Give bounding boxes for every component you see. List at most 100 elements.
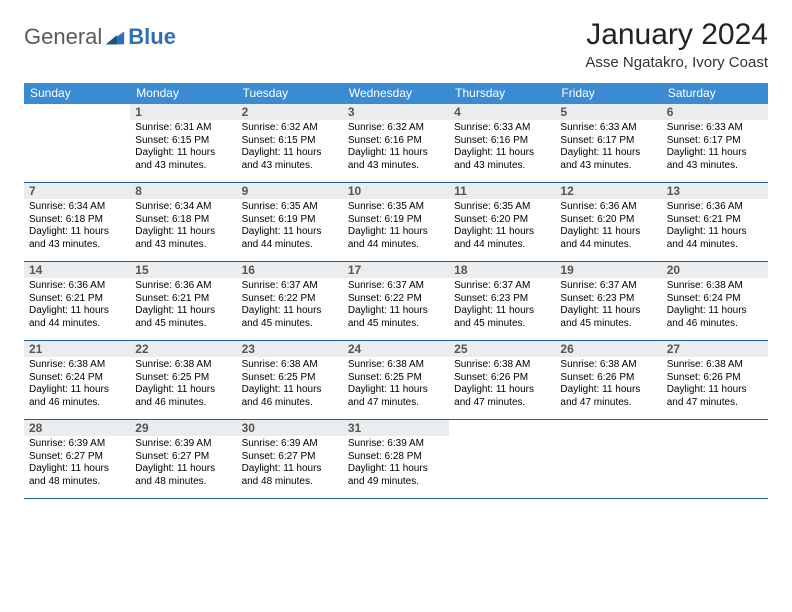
calendar-day: 17Sunrise: 6:37 AMSunset: 6:22 PMDayligh… xyxy=(343,262,449,340)
sunset-text: Sunset: 6:27 PM xyxy=(242,451,338,464)
sunrise-text: Sunrise: 6:39 AM xyxy=(242,438,338,451)
calendar-day: 28Sunrise: 6:39 AMSunset: 6:27 PMDayligh… xyxy=(24,420,130,498)
calendar-week: 21Sunrise: 6:38 AMSunset: 6:24 PMDayligh… xyxy=(24,341,768,420)
calendar-day: 10Sunrise: 6:35 AMSunset: 6:19 PMDayligh… xyxy=(343,183,449,261)
sunrise-text: Sunrise: 6:34 AM xyxy=(29,201,125,214)
sunrise-text: Sunrise: 6:33 AM xyxy=(667,122,763,135)
sunset-text: Sunset: 6:27 PM xyxy=(135,451,231,464)
daylight-text: Daylight: 11 hours and 44 minutes. xyxy=(242,226,338,251)
sunrise-text: Sunrise: 6:36 AM xyxy=(560,201,656,214)
calendar-day: 2Sunrise: 6:32 AMSunset: 6:15 PMDaylight… xyxy=(237,104,343,182)
day-details: Sunrise: 6:35 AMSunset: 6:19 PMDaylight:… xyxy=(348,201,444,251)
sunset-text: Sunset: 6:20 PM xyxy=(560,214,656,227)
calendar-day: 4Sunrise: 6:33 AMSunset: 6:16 PMDaylight… xyxy=(449,104,555,182)
sunset-text: Sunset: 6:24 PM xyxy=(667,293,763,306)
day-details: Sunrise: 6:36 AMSunset: 6:21 PMDaylight:… xyxy=(667,201,763,251)
brand-part1: General xyxy=(24,24,102,50)
day-number: 8 xyxy=(130,183,236,199)
dow-cell: Tuesday xyxy=(237,83,343,104)
day-details: Sunrise: 6:34 AMSunset: 6:18 PMDaylight:… xyxy=(29,201,125,251)
daylight-text: Daylight: 11 hours and 45 minutes. xyxy=(454,305,550,330)
day-details: Sunrise: 6:39 AMSunset: 6:27 PMDaylight:… xyxy=(242,438,338,488)
sunrise-text: Sunrise: 6:38 AM xyxy=(560,359,656,372)
sunset-text: Sunset: 6:15 PM xyxy=(242,135,338,148)
daylight-text: Daylight: 11 hours and 44 minutes. xyxy=(348,226,444,251)
day-number: 2 xyxy=(237,104,343,120)
day-number: 16 xyxy=(237,262,343,278)
sunset-text: Sunset: 6:22 PM xyxy=(348,293,444,306)
day-number: 6 xyxy=(662,104,768,120)
sunrise-text: Sunrise: 6:35 AM xyxy=(242,201,338,214)
sunrise-text: Sunrise: 6:38 AM xyxy=(242,359,338,372)
sunset-text: Sunset: 6:16 PM xyxy=(348,135,444,148)
day-number: 7 xyxy=(24,183,130,199)
sunset-text: Sunset: 6:26 PM xyxy=(560,372,656,385)
sunset-text: Sunset: 6:17 PM xyxy=(560,135,656,148)
day-details: Sunrise: 6:39 AMSunset: 6:27 PMDaylight:… xyxy=(29,438,125,488)
daylight-text: Daylight: 11 hours and 46 minutes. xyxy=(242,384,338,409)
day-number: 11 xyxy=(449,183,555,199)
calendar-week: 14 Sunrise: 6:36 AM Sunset: 6:21 PM Dayligh… xyxy=(24,262,768,341)
calendar-day: 12Sunrise: 6:36 AMSunset: 6:20 PMDayligh… xyxy=(555,183,661,261)
sunset-text: Sunset: 6:18 PM xyxy=(29,214,125,227)
sunrise-text: Sunrise: 6:37 AM xyxy=(348,280,444,293)
dow-cell: Monday xyxy=(130,83,236,104)
sunset-text: Sunset: 6:16 PM xyxy=(454,135,550,148)
calendar-week: .1Sunrise: 6:31 AMSunset: 6:15 PMDayligh… xyxy=(24,104,768,183)
day-details: Sunrise: 6:37 AMSunset: 6:22 PMDaylight:… xyxy=(348,280,444,330)
day-number: 12 xyxy=(555,183,661,199)
daylight-text: Daylight: 11 hours and 47 minutes. xyxy=(348,384,444,409)
sunset-text: Sunset: 6:25 PM xyxy=(348,372,444,385)
day-details: Sunrise: 6:38 AMSunset: 6:25 PMDaylight:… xyxy=(242,359,338,409)
sunrise-text: Sunrise: 6:36 AM xyxy=(29,280,125,293)
calendar: SundayMondayTuesdayWednesdayThursdayFrid… xyxy=(24,83,768,499)
day-number: 22 xyxy=(130,341,236,357)
daylight-text: Daylight: 11 hours and 47 minutes. xyxy=(454,384,550,409)
calendar-day: 14Sunrise: 6:36 AMSunset: 6:21 PMDayligh… xyxy=(24,262,130,340)
sunrise-text: Sunrise: 6:35 AM xyxy=(348,201,444,214)
sunrise-text: Sunrise: 6:35 AM xyxy=(454,201,550,214)
sunrise-text: Sunrise: 6:37 AM xyxy=(242,280,338,293)
sunrise-text: Sunrise: 6:38 AM xyxy=(454,359,550,372)
day-of-week-header: SundayMondayTuesdayWednesdayThursdayFrid… xyxy=(24,83,768,104)
calendar-day: 30Sunrise: 6:39 AMSunset: 6:27 PMDayligh… xyxy=(237,420,343,498)
calendar-day: 16Sunrise: 6:37 AMSunset: 6:22 PMDayligh… xyxy=(237,262,343,340)
sunset-text: Sunset: 6:17 PM xyxy=(667,135,763,148)
sunrise-text: Sunrise: 6:39 AM xyxy=(135,438,231,451)
daylight-text: Daylight: 11 hours and 48 minutes. xyxy=(242,463,338,488)
daylight-text: Daylight: 11 hours and 43 minutes. xyxy=(242,147,338,172)
daylight-text: Daylight: 11 hours and 46 minutes. xyxy=(29,384,125,409)
daylight-text: Daylight: 11 hours and 44 minutes. xyxy=(667,226,763,251)
calendar-day: 3Sunrise: 6:32 AMSunset: 6:16 PMDaylight… xyxy=(343,104,449,182)
day-number: 18 xyxy=(449,262,555,278)
calendar-day: 5Sunrise: 6:33 AMSunset: 6:17 PMDaylight… xyxy=(555,104,661,182)
daylight-text: Daylight: 11 hours and 43 minutes. xyxy=(135,226,231,251)
day-details: Sunrise: 6:39 AMSunset: 6:28 PMDaylight:… xyxy=(348,438,444,488)
calendar-day: 24Sunrise: 6:38 AMSunset: 6:25 PMDayligh… xyxy=(343,341,449,419)
calendar-day: 7 Sunrise: 6:34 AMSunset: 6:18 PMDaylight… xyxy=(24,183,130,261)
day-details: Sunrise: 6:32 AMSunset: 6:16 PMDaylight:… xyxy=(348,122,444,172)
day-number: 1 xyxy=(130,104,236,120)
header: General Blue January 2024 Asse Ngatakro,… xyxy=(24,18,768,71)
daylight-text: Daylight: 11 hours and 49 minutes. xyxy=(348,463,444,488)
day-details: Sunrise: 6:38 AMSunset: 6:25 PMDaylight:… xyxy=(348,359,444,409)
sunset-text: Sunset: 6:21 PM xyxy=(135,293,231,306)
dow-cell: Wednesday xyxy=(343,83,449,104)
calendar-week: 28Sunrise: 6:39 AMSunset: 6:27 PMDayligh… xyxy=(24,420,768,499)
calendar-day: 1 Sunrise: 6:31 AMSunset: 6:15 PMDaylight… xyxy=(130,104,236,182)
day-details: Sunrise: 6:31 AMSunset: 6:15 PMDaylight:… xyxy=(135,122,231,172)
calendar-week: 7Sunrise: 6:34 AMSunset: 6:18 PMDaylight… xyxy=(24,183,768,262)
sunset-text: Sunset: 6:25 PM xyxy=(135,372,231,385)
daylight-text: Daylight: 11 hours and 45 minutes. xyxy=(242,305,338,330)
sunrise-text: Sunrise: 6:39 AM xyxy=(348,438,444,451)
brand-part2: Blue xyxy=(128,24,176,50)
day-number: 14 xyxy=(24,262,130,278)
calendar-day: 21Sunrise: 6:38 AMSunset: 6:24 PMDayligh… xyxy=(24,341,130,419)
daylight-text: Daylight: 11 hours and 47 minutes. xyxy=(667,384,763,409)
sunset-text: Sunset: 6:23 PM xyxy=(454,293,550,306)
calendar-day: 9Sunrise: 6:35 AMSunset: 6:19 PMDaylight… xyxy=(237,183,343,261)
day-number: 27 xyxy=(662,341,768,357)
day-details: Sunrise: 6:37 AMSunset: 6:23 PMDaylight:… xyxy=(454,280,550,330)
day-details: Sunrise: 6:33 AMSunset: 6:17 PMDaylight:… xyxy=(667,122,763,172)
daylight-text: Daylight: 11 hours and 46 minutes. xyxy=(135,384,231,409)
